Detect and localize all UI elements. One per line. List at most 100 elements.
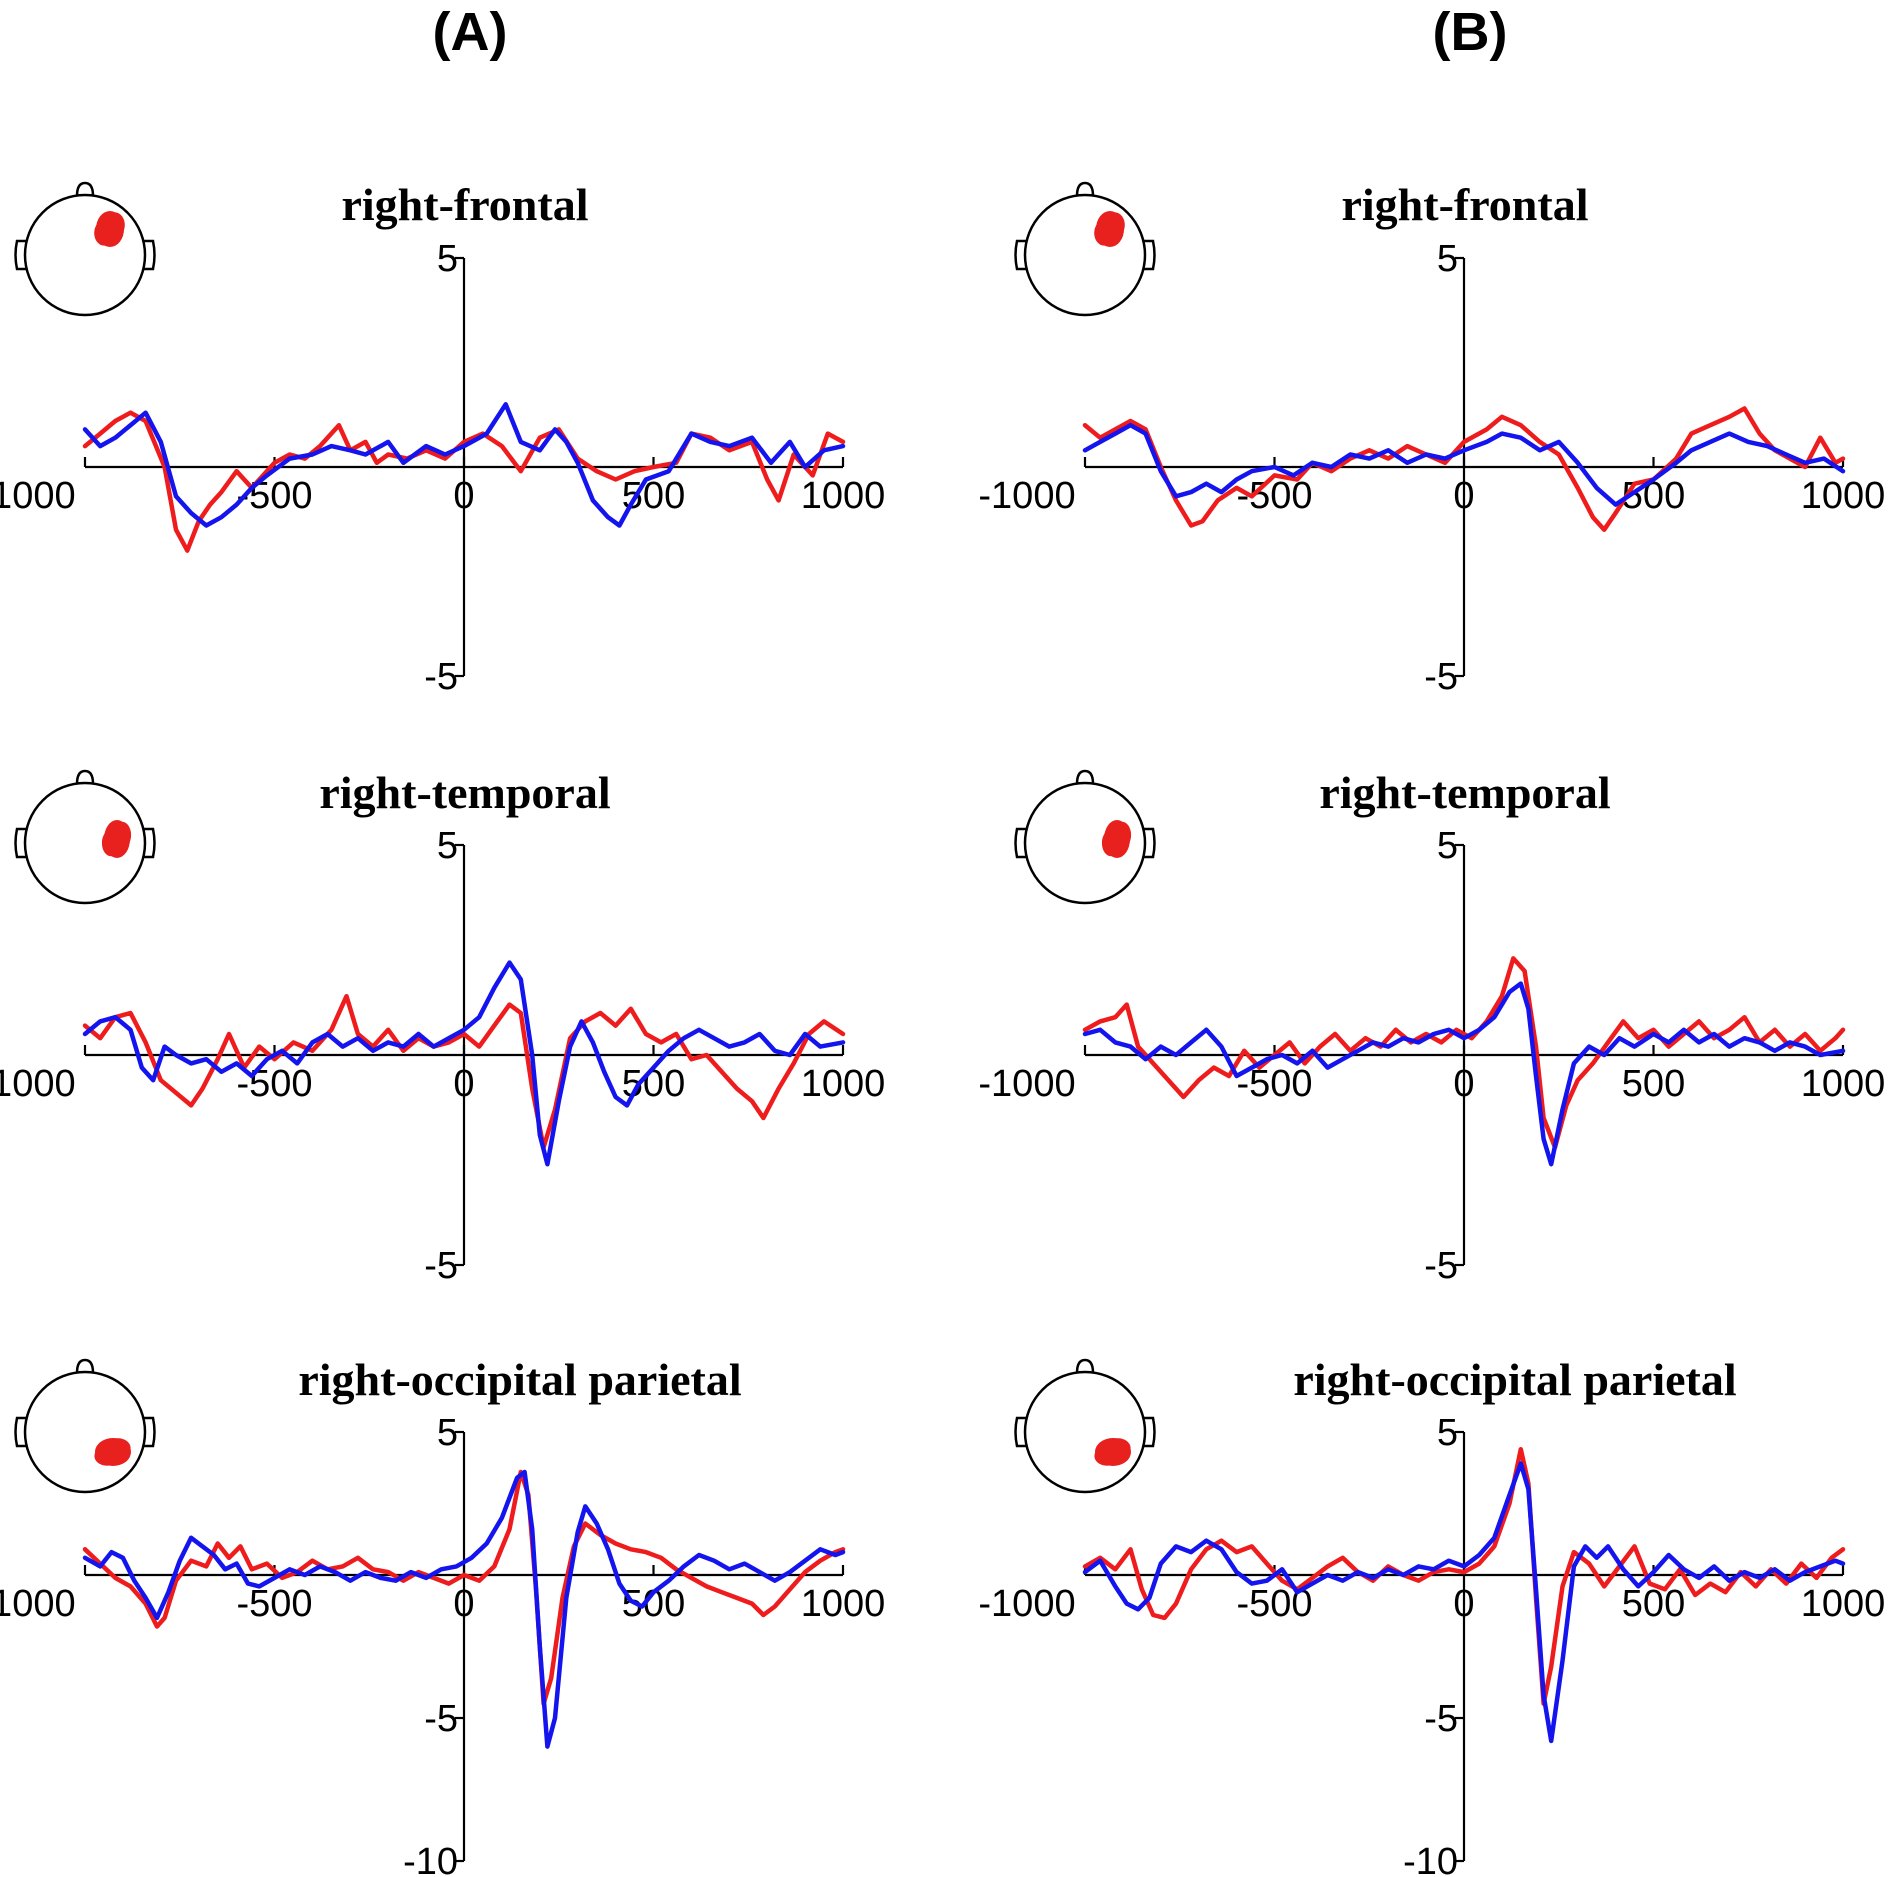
- left-ear-icon: [1014, 827, 1027, 859]
- y-tick-label: 5: [437, 825, 458, 867]
- column-label-b: (B): [1433, 2, 1508, 62]
- scalp-map-icon: [14, 769, 156, 905]
- y-tick-label: -5: [424, 1245, 458, 1287]
- panel-title: right-temporal: [1319, 767, 1610, 818]
- nose-icon: [1075, 769, 1095, 785]
- head-outline-icon: [23, 193, 147, 317]
- left-ear-icon: [1014, 1416, 1027, 1448]
- x-tick-label: 0: [1453, 1063, 1474, 1105]
- x-tick-label: -1000: [978, 1583, 1075, 1625]
- series-line-blue: [1082, 422, 1846, 507]
- x-tick-label: -1000: [978, 475, 1075, 517]
- y-tick-label: -10: [403, 1841, 458, 1877]
- x-tick-label: -1000: [978, 1063, 1075, 1105]
- series-line-blue: [82, 1469, 846, 1749]
- left-ear-icon: [14, 239, 27, 271]
- column-label-a: (A): [433, 2, 508, 62]
- y-tick-label: -5: [424, 1698, 458, 1740]
- right-ear-icon: [143, 1416, 156, 1448]
- x-tick-label: -1000: [0, 1583, 76, 1625]
- right-ear-icon: [1143, 239, 1156, 271]
- panel-title: right-frontal: [341, 179, 588, 230]
- scalp-region-marker: [1101, 820, 1132, 858]
- x-tick-label: -500: [236, 1063, 312, 1105]
- nose-icon: [75, 769, 95, 785]
- x-tick-label: 0: [453, 475, 474, 517]
- x-tick-label: 0: [453, 1583, 474, 1625]
- y-tick-label: 5: [1437, 1412, 1458, 1454]
- x-tick-label: 0: [1453, 475, 1474, 517]
- x-tick-label: 1000: [801, 475, 886, 517]
- right-ear-icon: [1143, 827, 1156, 859]
- right-ear-icon: [143, 827, 156, 859]
- series-line-red: [1082, 406, 1846, 532]
- scalp-region-marker: [94, 211, 125, 247]
- panel-title: right-occipital parietal: [298, 1354, 741, 1405]
- x-tick-label: 1000: [1801, 475, 1886, 517]
- x-tick-label: 500: [622, 1583, 685, 1625]
- x-tick-label: -1000: [0, 1063, 76, 1105]
- x-tick-label: -1000: [0, 475, 76, 517]
- scalp-region-marker: [94, 1438, 131, 1466]
- y-tick-label: 5: [1437, 825, 1458, 867]
- head-outline-icon: [23, 1370, 147, 1494]
- left-ear-icon: [1014, 239, 1027, 271]
- x-tick-label: 1000: [1801, 1063, 1886, 1105]
- series-line-red: [82, 993, 846, 1150]
- panel-A3: right-occipital parietal -1000 -500 0 500 100…: [0, 1354, 885, 1877]
- x-tick-label: 1000: [801, 1063, 886, 1105]
- scalp-region-marker: [101, 820, 132, 858]
- scalp-map-icon: [1014, 769, 1156, 905]
- scalp-map-icon: [14, 1358, 156, 1494]
- y-tick-label: 5: [437, 1412, 458, 1454]
- left-ear-icon: [14, 1416, 27, 1448]
- y-tick-label: -5: [1424, 1245, 1458, 1287]
- y-tick-label: 5: [1437, 238, 1458, 280]
- nose-icon: [1075, 181, 1095, 197]
- x-tick-label: -500: [236, 1583, 312, 1625]
- x-tick-label: 0: [1453, 1583, 1474, 1625]
- y-tick-label: 5: [437, 238, 458, 280]
- right-ear-icon: [143, 239, 156, 271]
- nose-icon: [75, 181, 95, 197]
- y-tick-label: -5: [1424, 656, 1458, 698]
- right-ear-icon: [1143, 1416, 1156, 1448]
- x-tick-label: 1000: [1801, 1583, 1886, 1625]
- panel-title: right-occipital parietal: [1293, 1354, 1736, 1405]
- series-line-blue: [82, 402, 846, 528]
- series-line-blue: [1082, 981, 1846, 1167]
- series-line-blue: [82, 960, 846, 1167]
- scalp-map-icon: [1014, 1358, 1156, 1494]
- head-outline-icon: [1023, 1370, 1147, 1494]
- series-line-blue: [1082, 1461, 1846, 1744]
- x-tick-label: 1000: [801, 1583, 886, 1625]
- nose-icon: [75, 1358, 95, 1374]
- x-tick-label: 500: [622, 475, 685, 517]
- y-tick-label: -5: [424, 656, 458, 698]
- y-tick-label: -5: [1424, 1698, 1458, 1740]
- y-tick-label: -10: [1403, 1841, 1458, 1877]
- nose-icon: [1075, 1358, 1095, 1374]
- left-ear-icon: [14, 827, 27, 859]
- scalp-region-marker: [1094, 1438, 1131, 1466]
- head-outline-icon: [1023, 781, 1147, 905]
- head-outline-icon: [23, 781, 147, 905]
- scalp-map-icon: [14, 181, 156, 317]
- panel-title: right-frontal: [1341, 179, 1588, 230]
- panels: right-frontal-1000-500050010005-5right-f…: [0, 179, 1885, 1877]
- head-outline-icon: [1023, 193, 1147, 317]
- x-tick-label: 500: [1622, 1583, 1685, 1625]
- panel-B3: right-occipital parietal-1000 -500 0 500 100…: [978, 1354, 1885, 1877]
- series-line-red: [82, 1469, 846, 1706]
- scalp-region-marker: [1094, 211, 1125, 247]
- series-line-red: [1082, 1446, 1846, 1706]
- x-tick-label: 500: [1622, 1063, 1685, 1105]
- scalp-map-icon: [1014, 181, 1156, 317]
- x-tick-label: 0: [453, 1063, 474, 1105]
- panel-title: right-temporal: [319, 767, 610, 818]
